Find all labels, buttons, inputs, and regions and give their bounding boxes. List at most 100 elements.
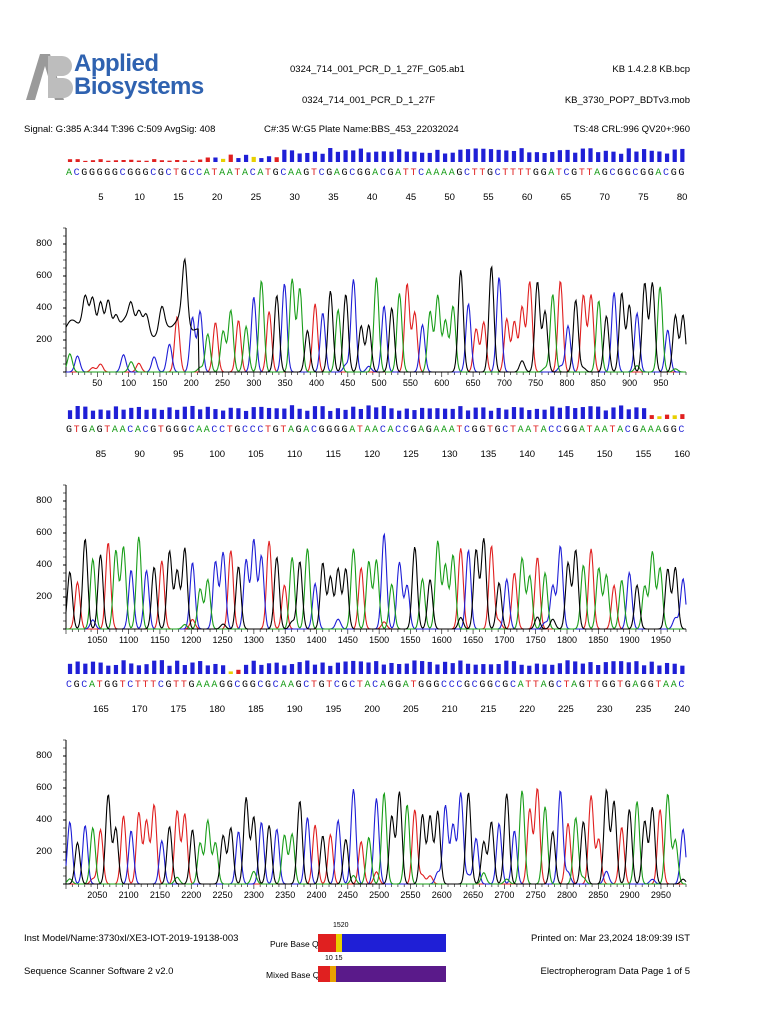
qv-bar [159,409,164,419]
qv-bars [67,405,685,419]
base-call: A [379,680,386,691]
base-call: T [280,425,287,436]
base-call: A [364,680,371,691]
base-call: G [540,168,547,179]
qv-bar [435,149,440,162]
base-call: G [387,168,394,179]
qv-bar [282,149,287,162]
qv-bar [312,151,318,162]
qv-bar [519,407,524,419]
x-tick-label: 1550 [400,635,421,645]
base-position-labels: 165 170 175 180 185 190 195 200 205 210 215 220 225 2… [66,704,690,716]
qv-bar [404,408,409,419]
base-position-label: 195 [325,704,342,715]
base-call: C [127,425,134,436]
base-position-label: 170 [131,704,148,715]
x-tick-label: 1900 [619,635,640,645]
base-call: C [678,425,685,436]
base-call: G [242,680,249,691]
qv-bar [573,152,578,162]
x-tick-label: 2050 [87,890,108,900]
qv-bar [435,664,440,674]
base-call: A [548,168,555,179]
qv-bar [672,663,677,674]
base-call: T [119,680,126,691]
qv-bar [90,410,96,419]
qv-bar [175,409,180,419]
qv-bar [557,663,562,674]
base-call: A [196,425,203,436]
base-call: G [486,168,493,179]
qv-bar [90,160,96,162]
qv-bar [481,664,486,674]
qv-bar [672,149,677,162]
x-tick-label: 1100 [118,635,139,645]
qv-bar [496,407,501,419]
base-call: C [119,168,126,179]
base-call: G [601,168,608,179]
base-call: G [180,425,187,436]
qv-bar [496,664,501,674]
qv-bar [420,661,425,674]
qv-bar [221,410,226,419]
base-call: T [234,168,241,179]
base-position-label: 10 [134,192,145,203]
base-call: G [188,680,195,691]
base-call: G [425,425,432,436]
y-tick-label: 400 [36,814,52,825]
base-position-label: 40 [366,192,378,203]
qv-bar [603,662,608,674]
x-tick-label: 300 [246,378,262,388]
qv-bar [374,407,379,419]
qv-bar [98,159,103,162]
qv-bar [136,160,142,162]
base-call: C [624,425,631,436]
x-tick-label: 1350 [275,635,296,645]
x-tick-label: 2900 [619,890,640,900]
qv-bar [404,151,409,162]
base-call: C [456,680,463,691]
x-tick-label: 650 [465,378,481,388]
base-call: G [142,168,149,179]
base-call: C [165,168,172,179]
base-call: C [349,168,356,179]
base-call: G [663,425,670,436]
base-call: A [395,168,402,179]
qv-bar [236,669,241,674]
qv-bar [205,157,210,162]
qv-bar [159,660,164,674]
base-call: T [456,425,463,436]
base-call: T [310,680,317,691]
base-call: T [96,680,103,691]
kb-version: KB 1.4.2.8 KB.bcp [612,64,690,75]
trace-C [66,532,687,630]
base-position-label: 205 [402,704,419,715]
qv-bar [641,149,647,162]
base-call: G [571,168,578,179]
qv-bar [442,661,448,674]
base-call: C [150,168,157,179]
file-name: 0324_714_001_PCR_D_1_27F_G05.ab1 [290,64,465,75]
x-tick-label: 50 [92,378,103,388]
ab-logo-icon [26,54,73,100]
base-call: C [333,680,340,691]
qv-bar [450,152,455,162]
x-tick-label: 800 [559,378,575,388]
base-call: G [532,168,539,179]
qv-bar [121,409,126,419]
qv-bar [98,409,103,419]
software-name: Sequence Scanner Software 2 v2.0 [24,966,174,977]
base-call: T [609,425,616,436]
base-call: G [632,425,639,436]
x-tick-label: 100 [121,378,137,388]
base-call: A [663,680,670,691]
qv-bar [251,660,256,674]
base-position-label: 45 [405,192,417,203]
qv-bar [550,406,555,419]
qv-bar [274,662,279,674]
base-call: C [142,425,149,436]
qv-bar [481,148,486,162]
base-call: A [387,425,394,436]
qv-bar [366,405,371,419]
base-position-label: 215 [480,704,497,715]
